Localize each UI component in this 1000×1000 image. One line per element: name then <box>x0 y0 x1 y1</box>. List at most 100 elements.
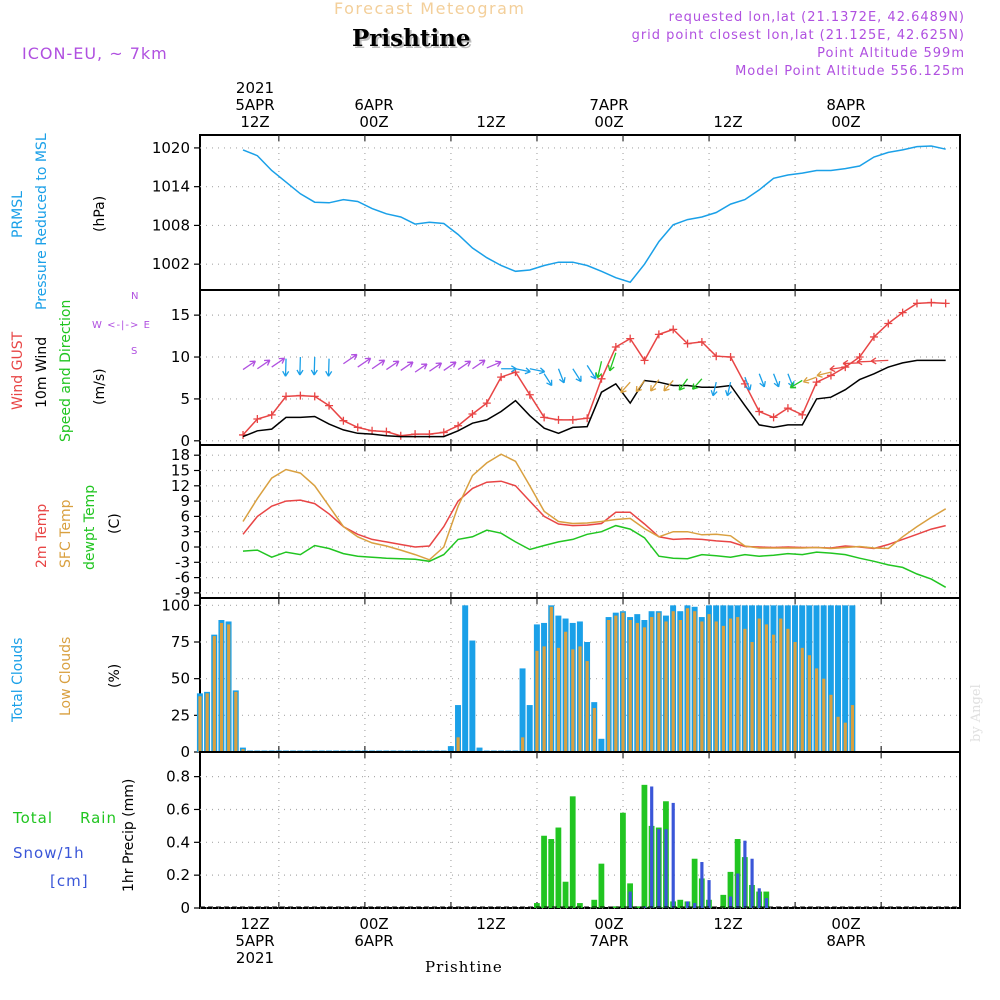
gust-marker <box>339 416 348 425</box>
rain-bar <box>541 835 547 908</box>
gust-marker <box>712 352 721 361</box>
wind-direction-arrow <box>772 373 781 388</box>
low-cloud-bar <box>456 737 460 752</box>
footer-location: Prishtine <box>425 958 503 976</box>
gust-marker <box>597 374 606 383</box>
total-cloud-bar <box>835 605 841 752</box>
gust-marker <box>898 308 907 317</box>
precip-ytick-label: 0.8 <box>166 768 190 786</box>
wind-direction-arrow <box>271 357 286 368</box>
rain-label-total: Total <box>13 809 54 827</box>
wind-direction-arrow <box>663 380 674 392</box>
low-cloud-bar <box>198 696 202 752</box>
gust-marker <box>439 428 448 437</box>
gust-marker <box>654 330 663 339</box>
temperature-ytick-label: -6 <box>175 569 190 587</box>
wind-direction-arrow <box>691 378 703 390</box>
temperature-ytick-label: -9 <box>175 584 190 602</box>
snow-bar <box>700 862 704 908</box>
low-cloud-bar <box>549 606 553 752</box>
low-cloud-bar <box>829 694 833 752</box>
low-cloud-bar <box>234 691 238 752</box>
bottom-time-label: 00Z 8APR <box>826 915 866 950</box>
gust-marker <box>812 378 821 387</box>
wind-direction-arrow <box>343 353 358 365</box>
pressure-ytick-label: 1002 <box>152 255 190 273</box>
total-cloud-bar <box>849 605 856 752</box>
clouds-ytick-label: 50 <box>171 670 190 688</box>
wind-direction-arrow <box>529 367 546 375</box>
gust-marker <box>783 404 792 413</box>
total-cloud-bar <box>462 605 469 752</box>
precip-ytick-label: 0.2 <box>166 866 190 884</box>
low-cloud-bar <box>764 624 768 752</box>
low-cloud-bar <box>578 646 582 752</box>
temperature-series-sfc-temp <box>242 453 947 561</box>
low-cloud-bar <box>205 693 209 752</box>
wind-direction-arrow <box>678 378 689 391</box>
snow-bar <box>743 840 747 908</box>
precip-frame <box>199 751 961 909</box>
gust-marker <box>296 391 305 400</box>
low-cloud-bar <box>807 655 812 752</box>
gust-marker <box>726 353 735 362</box>
gust-marker <box>282 392 291 401</box>
rain-bar <box>612 906 619 908</box>
compass-n: N <box>131 291 139 302</box>
gust-marker <box>568 415 577 424</box>
low-cloud-bar <box>542 646 546 752</box>
total-cloud-bar <box>526 705 533 752</box>
gust-marker <box>669 325 678 334</box>
snow-bar <box>736 873 740 908</box>
wind-direction-arrow <box>429 362 443 372</box>
clouds-ytick-label: 75 <box>171 633 190 651</box>
total-cloud-bar <box>519 668 526 752</box>
gust-marker <box>697 337 706 346</box>
snow-bar <box>685 901 690 908</box>
low-cloud-bar <box>650 617 654 752</box>
gust-marker <box>927 298 936 307</box>
low-cloud-bar <box>678 620 682 752</box>
low-cloud-bar <box>642 627 647 752</box>
low-cloud-bar <box>779 618 783 752</box>
wind-direction-arrow <box>325 358 333 377</box>
rain-bar <box>562 881 569 908</box>
temperature-series-dewpt-temp <box>242 524 947 588</box>
wind-direction-arrow <box>787 373 795 388</box>
gust-marker <box>826 371 835 380</box>
snow-bar <box>650 786 654 908</box>
low-cloud-bar <box>241 749 245 752</box>
snow-bar <box>750 858 754 908</box>
gust-marker <box>755 407 764 416</box>
gust-marker <box>884 319 893 328</box>
wind-direction-arrow <box>816 370 832 378</box>
pressure-frame <box>199 134 961 291</box>
top-time-label: 2021 5APR 12Z <box>235 79 275 131</box>
location-title: Prishtine <box>352 25 471 52</box>
snow-unit-label: [cm] <box>50 872 89 890</box>
total-cloud-bar <box>447 746 454 752</box>
temperature-series-2m-temp <box>242 480 946 550</box>
top-time-label: 12Z <box>476 113 506 131</box>
total-cloud-bar <box>820 605 827 752</box>
total-cloud-bar <box>842 605 849 752</box>
rain-bar <box>641 784 648 908</box>
precip-ytick-label: 0.4 <box>166 833 190 851</box>
top-time-label: 7APR 00Z <box>589 96 629 131</box>
gust-marker <box>325 401 334 410</box>
wind-direction-arrow <box>296 357 304 376</box>
compass-rose: N W <-|-> E S <box>92 290 177 360</box>
gust-marker <box>253 415 262 424</box>
low-cloud-bar <box>592 708 596 752</box>
low-cloud-bar <box>585 661 589 752</box>
wind-direction-arrow <box>789 379 803 389</box>
clouds-ytick-label: 100 <box>161 596 190 614</box>
pressure-series-prmsl <box>242 145 946 284</box>
low-cloud-bar <box>535 650 539 752</box>
gust-marker <box>583 414 592 423</box>
snow-bar <box>664 829 668 908</box>
temperature-ytick-label: 15 <box>171 462 190 480</box>
low-cloud-bar <box>700 621 704 752</box>
gust-marker <box>525 390 534 399</box>
wind-direction-arrow <box>557 368 566 384</box>
